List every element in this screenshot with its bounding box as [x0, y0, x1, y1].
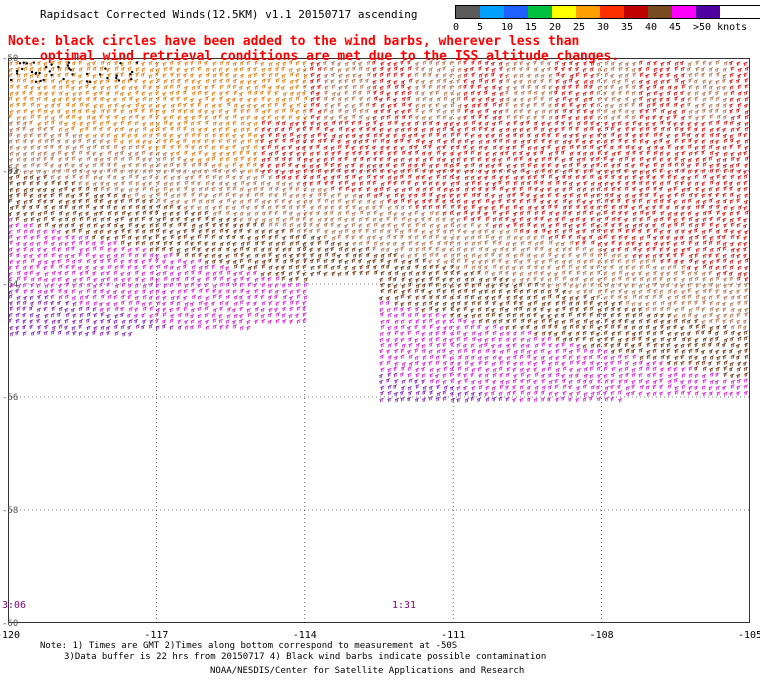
legend-swatch	[624, 6, 648, 18]
contamination-marker	[67, 61, 71, 64]
contamination-marker	[21, 67, 24, 71]
contamination-marker	[50, 63, 53, 66]
wind-barb-group	[8, 217, 749, 403]
latitude-label: -58	[2, 506, 19, 516]
contamination-marker	[71, 73, 74, 76]
map-frame	[8, 58, 750, 623]
wind-barb-group	[8, 168, 749, 379]
note-line-1: Note: black circles have been added to t…	[8, 34, 580, 49]
contamination-marker	[85, 80, 89, 83]
contamination-marker	[62, 77, 65, 81]
legend-label: 45	[669, 22, 682, 33]
legend-swatch	[576, 6, 600, 18]
legend-label: >50 knots	[693, 22, 748, 33]
contamination-marker	[48, 70, 51, 73]
longitude-label: -114	[292, 630, 317, 641]
contamination-marker	[18, 62, 22, 65]
pass-time-left: 3:06	[2, 600, 27, 611]
contamination-marker	[15, 72, 19, 75]
contamination-marker	[131, 70, 134, 74]
legend-swatch	[696, 6, 720, 18]
legend-swatch	[600, 6, 624, 18]
contamination-marker	[85, 72, 89, 76]
chart-title: Rapidsact Corrected Winds(12.5KM) v1.1 2…	[40, 8, 418, 21]
latitude-label: -52	[2, 167, 19, 177]
legend-label: 35	[621, 22, 634, 33]
legend-label: 10	[501, 22, 514, 33]
contamination-marker	[34, 80, 38, 83]
contamination-note: Note: black circles have been added to t…	[8, 34, 619, 64]
latitude-label: -50	[2, 54, 19, 64]
footnote-line-2: 3)Data buffer is 22 hrs from 20150717 4)…	[64, 652, 547, 662]
wind-barb-group	[8, 60, 309, 174]
legend-labels: 0 5 10 15 20 25 30 35 40 45 >50 knots	[453, 22, 760, 34]
contamination-marker	[42, 78, 45, 82]
legend-swatch	[552, 6, 576, 18]
contamination-marker	[130, 78, 133, 81]
contamination-marker	[9, 78, 13, 82]
legend-label: 20	[549, 22, 562, 33]
longitude-label: -105	[737, 630, 760, 641]
legend-swatch	[672, 6, 696, 18]
lat-lon-grid	[8, 58, 750, 623]
latitude-label: -60	[2, 619, 19, 629]
longitude-label: -120	[0, 630, 21, 641]
contamination-marker	[106, 76, 109, 80]
contamination-marker	[98, 73, 102, 76]
wind-barbs	[8, 60, 750, 403]
contamination-marker	[50, 73, 53, 77]
contamination-marker	[135, 61, 139, 64]
contamination-marker	[30, 70, 34, 74]
wind-barb-group	[8, 60, 749, 330]
footnote-line-1: Note: 1) Times are GMT 2)Times along bot…	[40, 641, 458, 651]
contamination-marker	[34, 71, 38, 75]
legend-swatch	[648, 6, 672, 18]
contamination-marker	[25, 62, 29, 65]
contamination-marker	[57, 65, 60, 69]
contamination-marker	[104, 67, 107, 70]
contamination-marker	[89, 80, 92, 84]
contamination-marker	[32, 61, 36, 64]
contamination-marker	[69, 68, 72, 71]
longitude-label: -111	[441, 630, 466, 641]
contamination-marker	[38, 71, 41, 75]
longitude-label: -117	[144, 630, 169, 641]
wind-barb-map	[8, 58, 750, 623]
contamination-marker	[22, 61, 25, 64]
note-line-2: optimal wind retrieval conditions are me…	[40, 49, 620, 64]
legend-color-bar	[455, 5, 760, 19]
legend-label: 0	[453, 22, 460, 33]
contamination-marker	[119, 61, 122, 65]
legend-label: 25	[573, 22, 586, 33]
contamination-marker	[115, 74, 118, 77]
legend-swatch	[456, 6, 480, 18]
longitude-label: -108	[589, 630, 614, 641]
wind-speed-legend: 0 5 10 15 20 25 30 35 40 45 >50 knots	[453, 5, 760, 34]
legend-label: 5	[477, 22, 484, 33]
wind-barb-group	[260, 60, 750, 282]
latitude-label: -54	[2, 280, 19, 290]
contamination-marker	[66, 64, 70, 67]
legend-swatch	[504, 6, 528, 18]
contamination-marker	[15, 69, 19, 73]
footnotes: Note: 1) Times are GMT 2)Times along bot…	[40, 641, 546, 663]
pass-time-right: 1:31	[392, 600, 417, 611]
contamination-marker	[117, 79, 121, 82]
contamination-marker	[129, 72, 132, 76]
contamination-marker	[67, 67, 71, 70]
legend-label: 30	[597, 22, 610, 33]
latitude-label: -56	[2, 393, 19, 403]
credit-line: NOAA/NESDIS/Center for Satellite Applica…	[210, 666, 525, 676]
legend-label: 15	[525, 22, 538, 33]
contamination-marker	[45, 65, 48, 69]
legend-swatch	[528, 6, 552, 18]
legend-swatch	[480, 6, 504, 18]
contamination-marker	[39, 79, 42, 83]
contamination-marker	[115, 76, 118, 80]
wind-barb-group	[8, 288, 510, 403]
legend-label: 40	[645, 22, 658, 33]
